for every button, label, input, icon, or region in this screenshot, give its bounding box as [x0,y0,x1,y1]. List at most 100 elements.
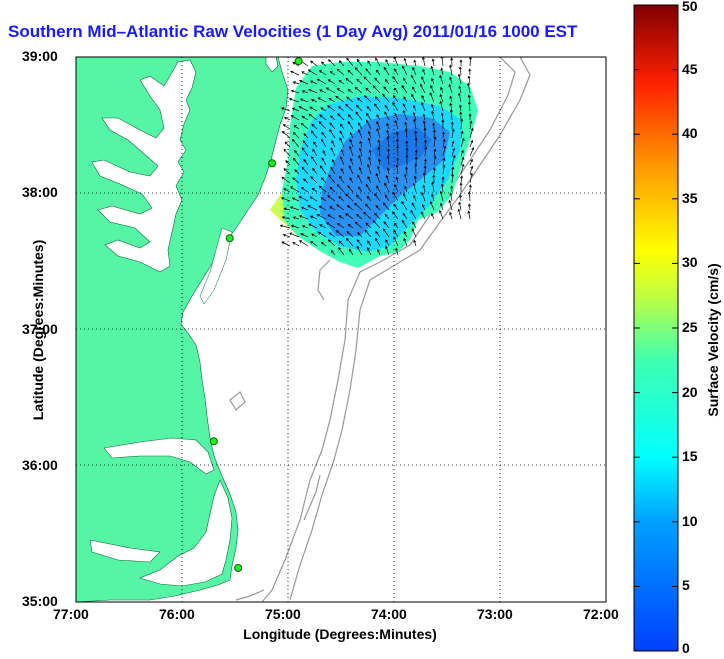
velocity-arrow [365,87,372,94]
velocity-arrow [320,61,327,67]
velocity-arrow [424,146,428,157]
velocity-arrow [413,194,417,202]
velocity-arrow [429,201,435,211]
y-tick-label: 36:00 [22,456,58,473]
velocity-arrow [385,245,390,256]
velocity-arrow [392,211,399,220]
velocity-arrow [467,94,471,103]
velocity-arrow [386,148,390,157]
velocity-arrow [300,122,309,130]
velocity-arrow [319,114,327,121]
velocity-arrow [302,139,309,148]
velocity-arrow [336,222,345,229]
velocity-arrow [469,172,473,184]
colorbar-tick-label: 0 [682,640,690,656]
velocity-arrow [308,113,318,121]
velocity-arrow [384,182,390,193]
velocity-arrow [347,88,354,94]
velocity-arrow [283,116,291,121]
velocity-arrow [318,121,327,130]
velocity-arrow [467,210,471,220]
velocity-arrow [468,68,472,76]
velocity-arrow [374,77,381,85]
x-tick-label: 73:00 [477,606,513,622]
velocity-arrow [394,222,399,229]
colorbar-tick-label: 30 [682,254,698,271]
velocity-arrow [346,237,354,247]
velocity-arrow [309,215,318,220]
velocity-arrow [423,165,427,175]
velocity-arrow [372,85,381,94]
velocity-arrow [457,73,462,85]
velocity-arrow [367,60,372,67]
velocity-arrow [338,247,345,256]
velocity-arrow [281,176,291,184]
velocity-arrow [469,158,473,166]
velocity-arrow [329,70,336,76]
velocity-arrow [431,181,435,193]
velocity-arrow [309,106,318,112]
velocity-arrow [457,92,462,103]
colorbar-tick-label: 40 [682,125,698,142]
radar-station-marker [234,563,243,572]
velocity-arrow [303,178,309,184]
velocity-arrow [433,148,437,157]
bathymetry-contours [229,57,531,602]
velocity-arrow [386,122,390,130]
velocity-arrow [395,131,399,139]
velocity-arrow [301,147,309,157]
velocity-arrow [376,69,381,76]
velocity-arrow [460,137,465,148]
velocity-arrow [320,241,327,247]
velocity-arrow [401,219,408,229]
colorbar-tick-label: 15 [682,448,698,465]
velocity-arrow [442,145,447,157]
x-tick-label: 74:00 [371,606,407,622]
y-tick-label: 37:00 [22,320,58,337]
velocity-arrow [294,149,300,157]
velocity-arrow [376,121,381,130]
velocity-arrow [375,173,381,184]
velocity-arrow [292,242,300,247]
velocity-arrow [405,166,409,175]
velocity-arrow [365,68,372,76]
velocity-arrow [308,223,318,229]
velocity-arrow [432,122,436,130]
velocity-arrow [468,184,472,193]
velocity-arrow [300,233,309,238]
velocity-arrow [298,215,309,220]
velocity-arrow [413,59,417,67]
velocity-arrow [449,109,453,121]
velocity-arrow [392,101,399,112]
velocity-arrow [345,213,354,220]
velocity-arrow [368,149,372,157]
velocity-arrow [357,174,363,184]
radar-stations [209,57,303,572]
velocity-arrow [308,88,318,94]
colorbar [633,4,679,652]
velocity-arrow [320,107,327,112]
velocity-arrow [367,137,372,148]
velocity-arrow [279,224,291,229]
velocity-arrow [423,127,427,138]
velocity-arrow [292,131,300,139]
velocity-arrow [337,113,345,121]
velocity-arrow [377,146,381,157]
velocity-arrow [385,239,390,247]
velocity-arrow [469,120,473,130]
velocity-arrow [382,228,390,238]
velocity-arrow [283,168,291,175]
velocity-arrow [281,216,291,220]
velocity-arrow [430,103,435,112]
velocity-arrow [311,233,318,238]
velocity-arrow [355,104,363,112]
velocity-arrow [431,193,435,202]
velocity-arrow [421,203,426,211]
velocity-arrow [410,74,417,85]
velocity-arrow [292,81,300,85]
velocity-arrow [385,174,390,184]
velocity-arrow [394,112,399,121]
velocity-arrow [327,214,336,220]
velocity-arrow [376,185,381,193]
